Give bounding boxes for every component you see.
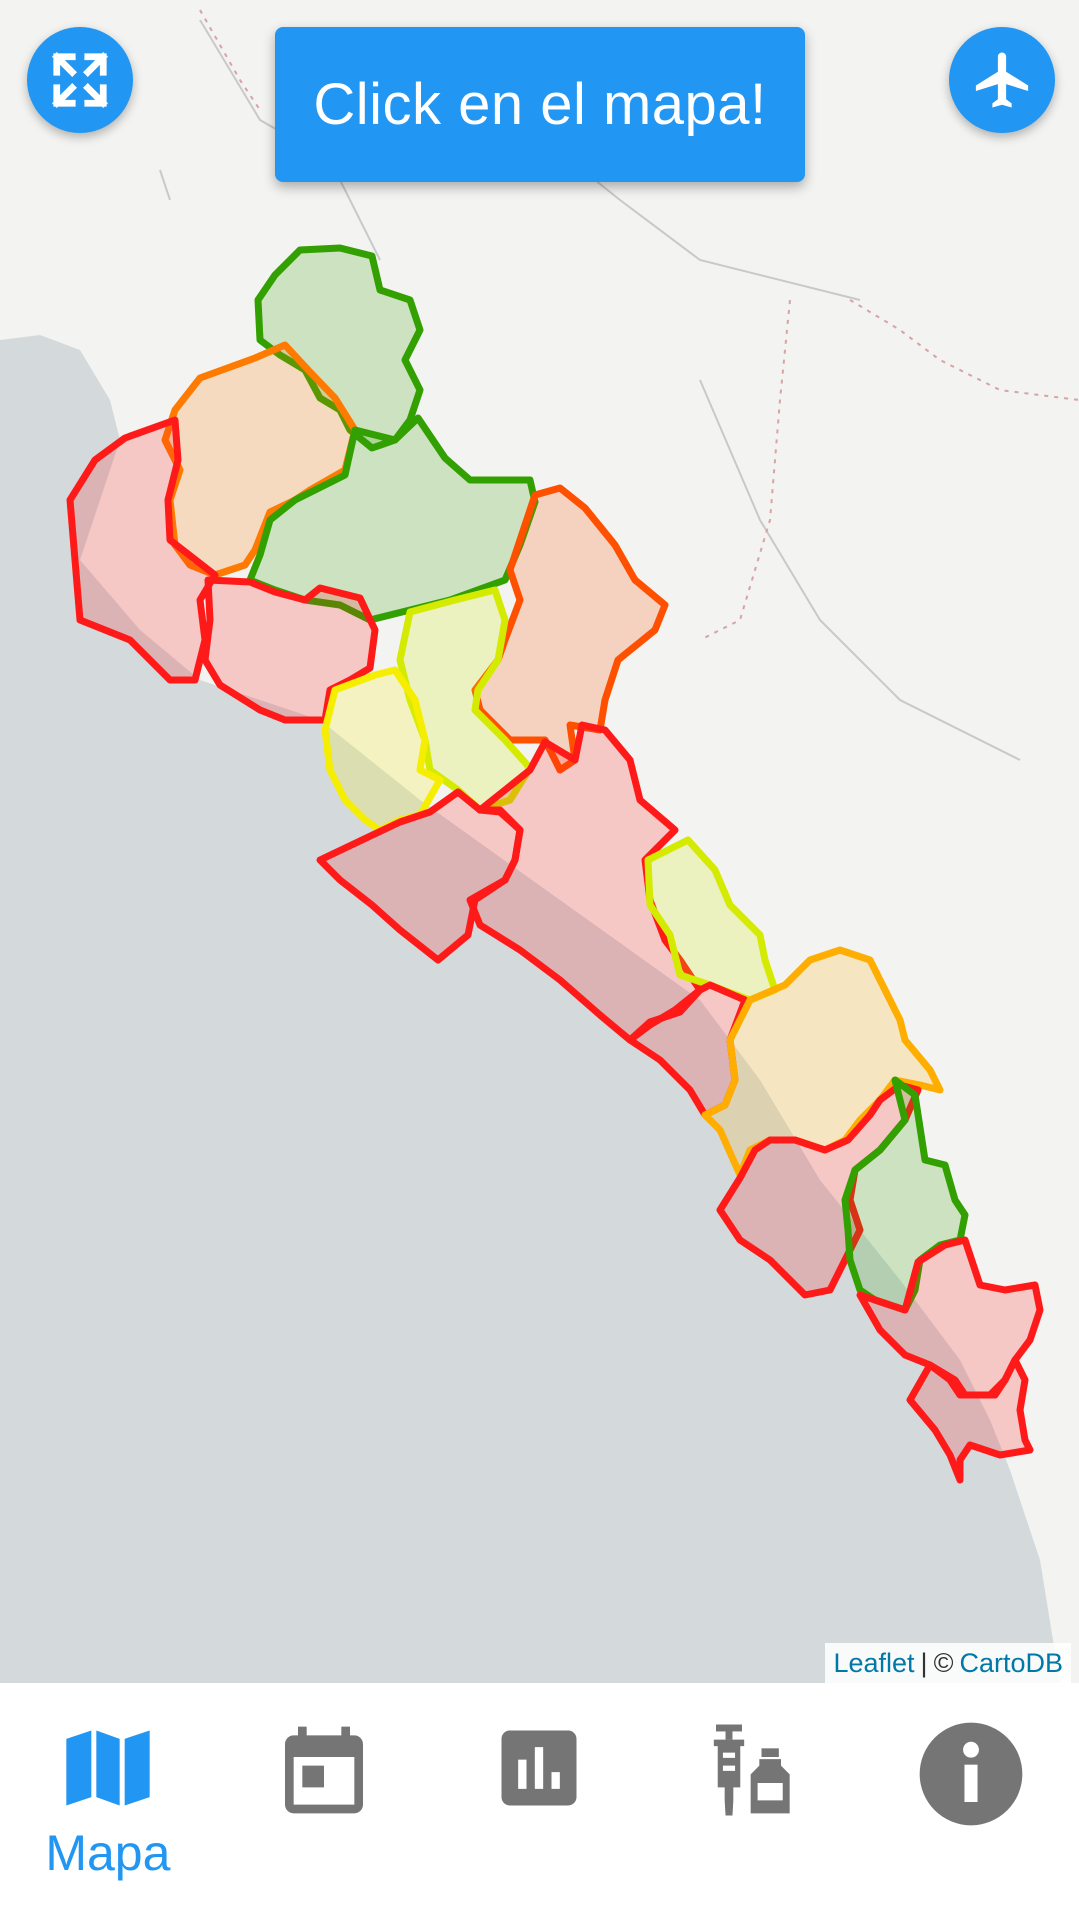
municipality-sinaloa[interactable] — [246, 414, 539, 624]
airplane-icon — [975, 52, 1029, 108]
sea-area — [0, 335, 1060, 1683]
vaccine-icon — [714, 1724, 790, 1816]
map-canvas[interactable] — [0, 0, 1079, 1683]
bottom-navigation: Mapa — [0, 1683, 1079, 1919]
municipality-choix[interactable] — [254, 244, 424, 452]
municipality-escuinapa[interactable] — [906, 1356, 1034, 1484]
municipality-navolato[interactable] — [316, 788, 524, 964]
nav-item-calendar[interactable] — [224, 1683, 424, 1919]
calendar-icon — [284, 1726, 363, 1814]
leaflet-link[interactable]: Leaflet — [833, 1647, 915, 1678]
click-map-banner-text: Click en el mapa! — [313, 72, 767, 137]
map-view[interactable]: Click en el mapa! Leaflet | © CartoDB — [0, 0, 1079, 1683]
municipality-guasave[interactable] — [201, 576, 379, 724]
fullscreen-button[interactable] — [27, 27, 133, 133]
municipality-elfuerte[interactable] — [161, 341, 359, 579]
nav-item-info[interactable] — [871, 1683, 1071, 1919]
fullscreen-icon — [52, 52, 108, 108]
attribution-separator: | — [920, 1647, 928, 1678]
info-icon — [919, 1722, 1023, 1826]
municipality-ahome[interactable] — [66, 416, 219, 684]
nav-item-vaccine[interactable] — [655, 1683, 855, 1919]
click-map-banner[interactable]: Click en el mapa! — [275, 27, 805, 182]
state-borders — [199, 9, 1079, 641]
cartodb-link[interactable]: CartoDB — [959, 1647, 1063, 1678]
attribution-copyright: © — [933, 1647, 954, 1678]
nav-item-mapa[interactable]: Mapa — [8, 1683, 208, 1919]
flights-button[interactable] — [949, 27, 1055, 133]
nav-item-stats[interactable] — [439, 1683, 639, 1919]
map-icon — [66, 1730, 150, 1806]
map-attribution: Leaflet | © CartoDB — [825, 1643, 1071, 1683]
nav-label-mapa: Mapa — [45, 1825, 171, 1881]
bar-chart-icon — [501, 1730, 577, 1806]
